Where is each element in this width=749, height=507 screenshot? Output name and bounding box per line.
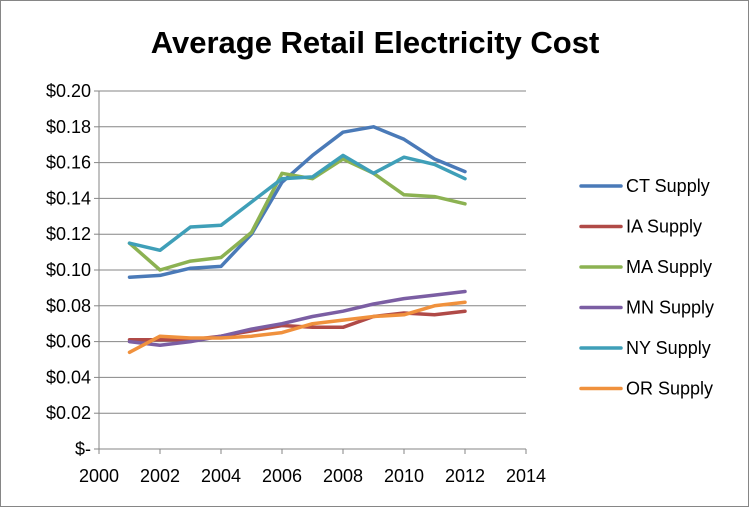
series-line-ia-supply (127, 309, 467, 342)
series-lines (127, 125, 467, 355)
series-line-or-supply (127, 300, 467, 355)
x-tick-label: 2002 (140, 466, 180, 486)
x-tick-label: 2008 (323, 466, 363, 486)
legend-label: NY Supply (626, 338, 711, 358)
x-tick-label: 2012 (445, 466, 485, 486)
legend: CT Supply IA Supply MA Supply MN Supply NY S… (579, 176, 714, 399)
grid-lines (99, 90, 526, 414)
x-tick-label: 2004 (201, 466, 241, 486)
y-tick-label: $0.12 (46, 224, 91, 244)
y-tick-label: $0.20 (46, 81, 91, 101)
legend-label: MN Supply (626, 298, 714, 318)
x-tick-label: 2000 (79, 466, 119, 486)
series-line-ma-supply (127, 157, 467, 272)
legend-item-ma-supply: MA Supply (579, 257, 712, 277)
series-line-mn-supply (127, 289, 467, 347)
legend-item-ct-supply: CT Supply (579, 176, 710, 196)
series-line-ct-supply (127, 125, 467, 279)
chart-title: Average Retail Electricity Cost (151, 25, 600, 60)
y-tick-label: $0.04 (46, 367, 91, 387)
y-tick-label: $0.16 (46, 153, 91, 173)
series-line-ny-supply (127, 153, 467, 253)
legend-label: MA Supply (626, 257, 712, 277)
y-tick-label: $0.14 (46, 188, 91, 208)
y-tick-label: $0.08 (46, 296, 91, 316)
y-tick-label: $0.18 (46, 117, 91, 137)
legend-item-mn-supply: MN Supply (579, 298, 714, 318)
axes (94, 90, 527, 454)
x-tick-label: 2010 (384, 466, 424, 486)
y-tick-label: $0.06 (46, 332, 91, 352)
x-tick-label: 2014 (506, 466, 546, 486)
x-axis-tick-labels: 2000 2002 2004 2006 2008 2010 2012 2014 (79, 466, 546, 486)
legend-item-ia-supply: IA Supply (579, 217, 702, 237)
legend-item-ny-supply: NY Supply (579, 338, 711, 358)
legend-label: IA Supply (626, 217, 702, 237)
legend-item-or-supply: OR Supply (579, 379, 713, 399)
y-axis-tick-labels: $- $0.02 $0.04 $0.06 $0.08 $0.10 $0.12 $0.14 $0.… (46, 81, 91, 459)
legend-label: CT Supply (626, 176, 710, 196)
legend-label: OR Supply (626, 379, 713, 399)
y-tick-label: $- (75, 439, 91, 459)
x-tick-label: 2006 (262, 466, 302, 486)
y-tick-label: $0.10 (46, 260, 91, 280)
y-tick-label: $0.02 (46, 403, 91, 423)
